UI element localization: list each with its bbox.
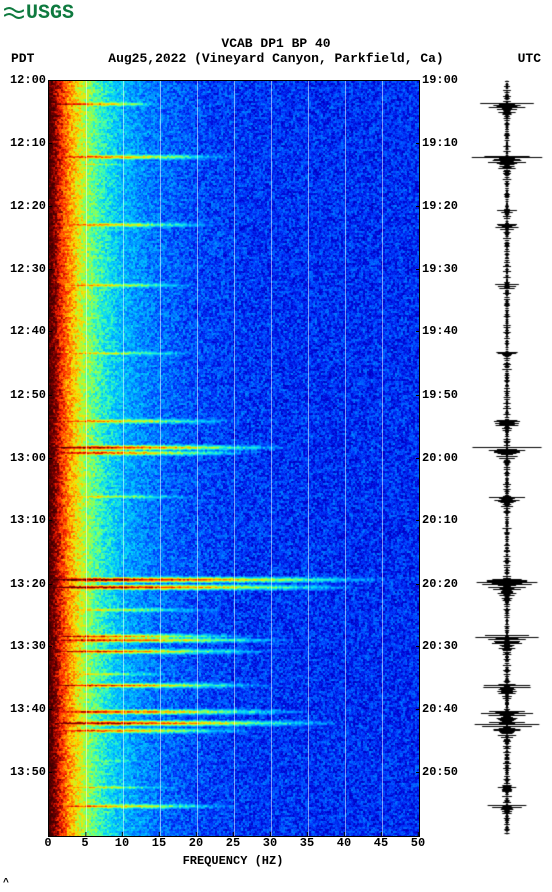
- y-tick-left: 12:50: [0, 388, 46, 402]
- y-tick-right: 20:40: [422, 702, 462, 716]
- y-tick-left: 12:00: [0, 73, 46, 87]
- y-tick-left: 12:40: [0, 324, 46, 338]
- y-axis-right: 19:0019:1019:2019:3019:4019:5020:0020:10…: [422, 80, 462, 835]
- y-tick-left: 12:30: [0, 262, 46, 276]
- y-tick-right: 20:10: [422, 513, 462, 527]
- x-tick: 50: [411, 836, 425, 850]
- y-tick-left: 13:10: [0, 513, 46, 527]
- y-tick-right: 20:50: [422, 765, 462, 779]
- x-tick: 5: [81, 836, 88, 850]
- x-axis: 05101520253035404550: [48, 836, 418, 856]
- x-tick: 45: [374, 836, 388, 850]
- y-tick-right: 19:40: [422, 324, 462, 338]
- x-tick: 20: [189, 836, 203, 850]
- x-tick: 10: [115, 836, 129, 850]
- y-tick-right: 19:20: [422, 199, 462, 213]
- y-tick-right: 20:30: [422, 639, 462, 653]
- logo-text: USGS: [26, 2, 74, 25]
- waveform-canvas: [468, 80, 546, 835]
- title-line1: VCAB DP1 BP 40: [5, 36, 547, 51]
- y-tick-right: 20:20: [422, 577, 462, 591]
- y-tick-left: 13:40: [0, 702, 46, 716]
- y-tick-right: 19:10: [422, 136, 462, 150]
- x-tick: 0: [44, 836, 51, 850]
- y-tick-right: 19:50: [422, 388, 462, 402]
- x-tick: 30: [263, 836, 277, 850]
- y-tick-right: 19:30: [422, 262, 462, 276]
- x-tick: 15: [152, 836, 166, 850]
- y-tick-left: 13:50: [0, 765, 46, 779]
- y-tick-left: 12:20: [0, 199, 46, 213]
- x-tick: 25: [226, 836, 240, 850]
- title-location: Aug25,2022 (Vineyard Canyon, Parkfield, …: [108, 51, 443, 66]
- x-tick: 40: [337, 836, 351, 850]
- y-axis-left: 12:0012:1012:2012:3012:4012:5013:0013:10…: [0, 80, 46, 835]
- y-tick-left: 13:00: [0, 451, 46, 465]
- usgs-logo: USGS: [4, 2, 74, 25]
- y-tick-left: 13:30: [0, 639, 46, 653]
- tz-right: UTC: [518, 51, 541, 66]
- caret-icon: ^: [3, 878, 9, 889]
- chart-title: VCAB DP1 BP 40 PDT Aug25,2022 (Vineyard …: [5, 36, 547, 66]
- y-tick-right: 20:00: [422, 451, 462, 465]
- y-tick-right: 19:00: [422, 73, 462, 87]
- y-tick-left: 12:10: [0, 136, 46, 150]
- x-tick: 35: [300, 836, 314, 850]
- spectrogram-plot: [48, 80, 420, 837]
- waveform-plot: [468, 80, 546, 835]
- spectrogram-canvas: [49, 81, 419, 836]
- wave-icon: [4, 6, 24, 22]
- tz-left: PDT: [11, 51, 34, 66]
- x-axis-label: FREQUENCY (HZ): [48, 854, 418, 868]
- y-tick-left: 13:20: [0, 577, 46, 591]
